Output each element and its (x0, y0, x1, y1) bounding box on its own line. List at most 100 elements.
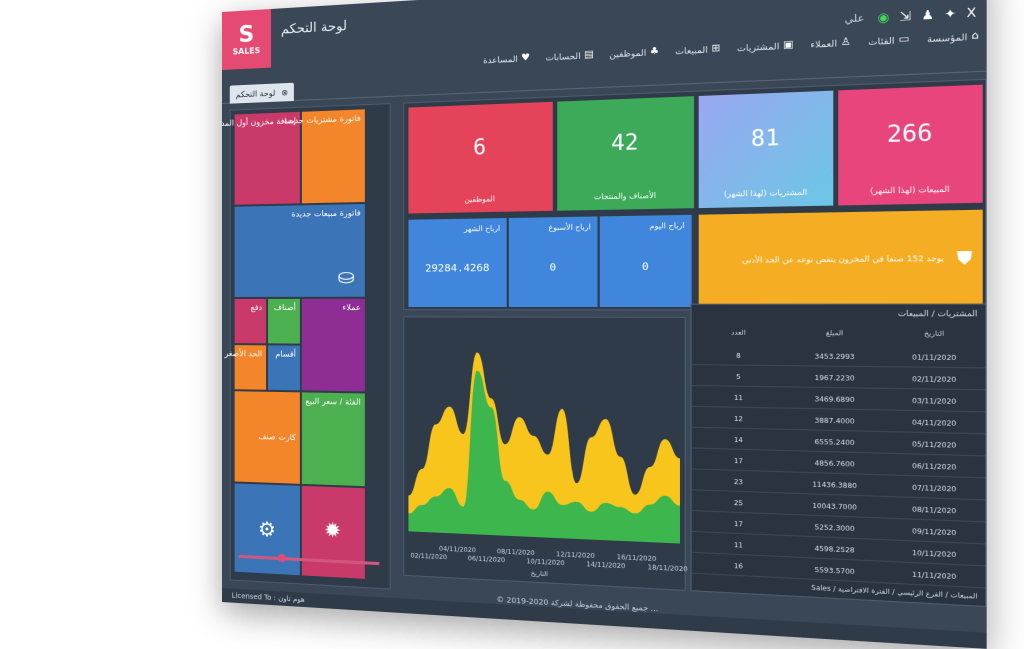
table-row[interactable]: 83453.299301/11/2020 (692, 347, 986, 369)
table-cell: 1967.2230 (786, 373, 884, 382)
tile-pay[interactable]: دفع (235, 299, 266, 343)
tile-label: دفع (251, 303, 262, 312)
tile-label: أصناف (274, 303, 296, 312)
tile-sections[interactable]: أقسام (268, 345, 300, 390)
table-cell: 11 (692, 393, 786, 402)
table-cell: 17 (692, 518, 786, 530)
table-cell: 16 (692, 560, 786, 572)
ledger-icon: ▤ (584, 50, 594, 61)
tile-customers[interactable]: عملاء (302, 299, 365, 392)
user-status-icon[interactable]: ♟ (921, 7, 934, 23)
menu-item-employees[interactable]: الموظفين♣ (609, 42, 659, 64)
sales-table-panel: المشتريات / المبيعات العدد المبلغ التاري… (690, 304, 986, 608)
menu-label: المشتريات (737, 41, 779, 53)
table-path: المشتريات / المبيعات (898, 309, 978, 318)
menu-item-sales[interactable]: المبيعات⊞ (675, 39, 720, 61)
menu-label: العملاء (810, 38, 837, 49)
heart-icon: ♥ (521, 53, 530, 64)
profit-week[interactable]: ارباح الأسبوع 0 (509, 216, 598, 307)
cart-icon: ⊞ (711, 43, 720, 54)
tile-item-card[interactable]: كارت صنف (235, 391, 300, 484)
logo-letter: S (239, 24, 255, 47)
logo-text: SALES (233, 45, 261, 56)
home-icon: ⌂ (971, 30, 978, 42)
tile-label: أقسام (275, 349, 295, 358)
table-cell: 14 (692, 435, 786, 445)
tab-close-icon[interactable]: ⊗ (281, 88, 288, 97)
tile-min-limit[interactable]: الحد الأصغر (235, 345, 266, 390)
table-cell: 05/11/2020 (884, 440, 985, 451)
profit-today[interactable]: ارباح اليوم 0 (600, 215, 692, 307)
menu-item-purchases[interactable]: المشتريات▣ (737, 35, 793, 58)
x-tick-label: 18/11/2020 (648, 564, 688, 574)
user-icon: ♙ (841, 37, 851, 49)
notice-text: يوجد 152 صنفا في المخزون ينقص نوعه عن ال… (734, 254, 944, 265)
dashboard-content: إضافة مخزون أول المدة فاتورة مشتريات جدي… (222, 72, 987, 617)
table-cell: 17 (692, 456, 786, 466)
table-cell: 03/11/2020 (884, 396, 985, 406)
tile-new-purchase[interactable]: فاتورة مشتريات جديدة (302, 109, 365, 203)
table-cell: 25 (692, 497, 786, 508)
tile-label: فاتورة مشتريات جديدة (284, 114, 361, 126)
stat-label: المبيعات (لهذا الشهر) (838, 184, 982, 196)
profit-value: 0 (600, 261, 692, 274)
stat-sales-month[interactable]: 266 المبيعات (لهذا الشهر) (838, 85, 982, 206)
profit-title: ارباح الشهر (464, 224, 500, 233)
tile-label: كارت صنف (258, 432, 295, 442)
menu-item-categories[interactable]: الفئات▭ (868, 29, 909, 51)
stat-label: المشتريات (لهذا الشهر) (699, 188, 834, 200)
stat-label: الأصناف والمنتجات (557, 191, 694, 203)
folder-icon: ▭ (898, 34, 909, 46)
chart-panel: التاريخ 02/11/202004/11/202006/11/202008… (403, 316, 686, 591)
table-cell: 11/11/2020 (884, 569, 985, 582)
col-count: العدد (692, 329, 786, 345)
menu-item-help[interactable]: المساعدة♥ (483, 48, 530, 69)
x-tick-label: 02/11/2020 (411, 552, 448, 561)
menu-label: المؤسسة (927, 32, 968, 44)
stat-employees[interactable]: 6 الموظفين (408, 102, 552, 214)
table-row[interactable]: 113469.689003/11/2020 (692, 388, 986, 412)
stat-value: 266 (838, 117, 982, 149)
stat-products[interactable]: 42 الأصناف والمنتجات (557, 96, 694, 211)
stat-label: الموظفين (408, 194, 552, 205)
x-tick-label: 06/11/2020 (468, 555, 505, 564)
tile-new-sale[interactable]: فاتورة مبيعات جديدة ⛀ (235, 204, 365, 297)
profit-month[interactable]: ارباح الشهر 29284.4268 (408, 218, 506, 307)
table-cell: 08/11/2020 (884, 504, 985, 516)
stat-purchases-month[interactable]: 81 المشتريات (لهذا الشهر) (699, 91, 834, 208)
tab-label: لوحة التحكم (236, 88, 276, 99)
license-text: Licensed To : هوم تاون (232, 592, 305, 604)
menu-label: المساعدة (483, 54, 518, 65)
close-button[interactable]: X (966, 5, 976, 21)
table-cell: 01/11/2020 (884, 353, 985, 362)
table-row[interactable]: 51967.223002/11/2020 (692, 367, 986, 390)
tile-opening-stock[interactable]: إضافة مخزون أول المدة (235, 112, 300, 205)
cart-status-icon[interactable]: ⇲ (900, 9, 912, 24)
table-cell: 4856.7600 (786, 458, 884, 469)
menu-item-organization[interactable]: المؤسسة⌂ (927, 26, 979, 49)
tile-price-category[interactable]: الفئة / سعر البيع (302, 392, 365, 486)
low-stock-notice[interactable]: يوجد 152 صنفا في المخزون ينقص نوعه عن ال… (699, 210, 983, 307)
table-cell: 11 (692, 539, 786, 551)
table-cell: 09/11/2020 (884, 526, 985, 538)
people-icon: ♣ (650, 46, 659, 57)
scroll-knob[interactable] (278, 554, 286, 563)
stat-value: 42 (557, 127, 694, 157)
tile-tools[interactable]: ⚙ (235, 483, 300, 575)
table-cell: 12 (692, 414, 786, 424)
stat-value: 81 (699, 122, 834, 153)
table-cell: 5593.5700 (786, 565, 884, 578)
table-cell: 06/11/2020 (884, 461, 985, 472)
menu-label: الحسابات (545, 51, 580, 62)
profit-title: ارباح الأسبوع (549, 223, 591, 232)
tile-items[interactable]: أصناف (268, 299, 300, 344)
menu-item-customers[interactable]: العملاء ♙ (810, 32, 850, 54)
user-name: علي (845, 13, 865, 25)
col-amount: المبلغ (786, 329, 884, 345)
stat-value: 6 (408, 132, 552, 162)
menu-item-accounts[interactable]: الحسابات ▤ (545, 45, 593, 67)
gear-icon: ✹ (324, 517, 341, 542)
pin-icon[interactable]: ✦ (944, 6, 956, 22)
tile-label: الحد الأصغر (225, 349, 263, 358)
tile-settings[interactable]: ✹ (302, 486, 365, 579)
